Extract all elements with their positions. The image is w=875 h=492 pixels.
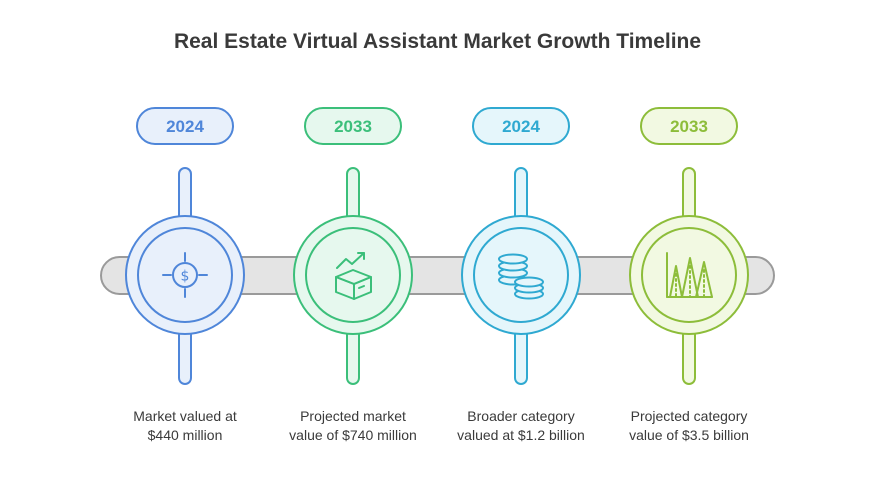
caption-line: Market valued at — [133, 408, 237, 424]
milestone-caption-2: Projected market value of $740 million — [268, 407, 438, 445]
milestone-1: 2024 $ — [125, 107, 245, 385]
coin-stacks-icon — [498, 253, 544, 300]
ring-inner-4 — [641, 227, 737, 323]
milestone-3: 2024 — [461, 107, 581, 385]
svg-text:$: $ — [181, 269, 190, 285]
year-pill-4 — [640, 107, 738, 145]
caption-line: $440 million — [147, 427, 223, 443]
ring-inner-2 — [305, 227, 401, 323]
milestone-caption-1: Market valued at $440 million — [100, 407, 270, 445]
caption-line: valued at $1.2 billion — [457, 427, 585, 443]
year-label-4: 2033 — [670, 117, 708, 136]
year-pill-1 — [136, 107, 234, 145]
page-title: Real Estate Virtual Assistant Market Gro… — [173, 30, 702, 53]
ring-inner-1 — [137, 227, 233, 323]
year-label-3: 2024 — [502, 117, 540, 136]
caption-line: Projected category — [630, 408, 748, 424]
caption-line: Broader category — [467, 408, 575, 424]
dollar-target-icon: $ — [162, 252, 208, 298]
year-pill-2 — [304, 107, 402, 145]
year-label-1: 2024 — [166, 117, 204, 136]
area-chart-icon — [666, 252, 713, 298]
year-label-2: 2033 — [334, 117, 372, 136]
caption-line: value of $3.5 billion — [629, 427, 749, 443]
milestone-4: 2033 — [629, 107, 749, 385]
caption-line: Projected market — [300, 408, 406, 424]
growth-box-icon — [335, 252, 372, 300]
milestone-caption-3: Broader category valued at $1.2 billion — [436, 407, 606, 445]
year-pill-3 — [472, 107, 570, 145]
timeline-track — [100, 256, 775, 295]
milestone-2: 2033 — [293, 107, 413, 385]
milestone-caption-4: Projected category value of $3.5 billion — [604, 407, 774, 445]
caption-line: value of $740 million — [289, 427, 417, 443]
